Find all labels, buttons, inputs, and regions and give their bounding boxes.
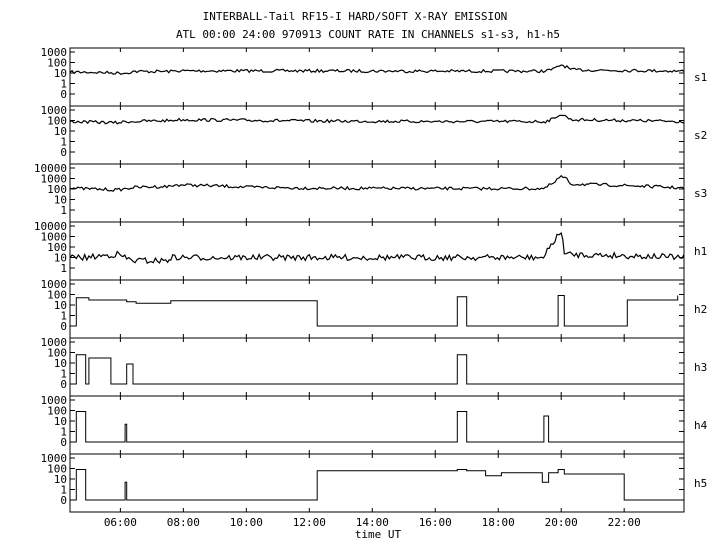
y-tick-label: 10 — [54, 473, 67, 486]
y-tick-label: 1000 — [41, 173, 68, 186]
y-tick-label: 0 — [60, 436, 67, 449]
panel-frame — [69, 337, 685, 397]
panel-frame — [69, 395, 685, 455]
y-tick-label: 100 — [47, 463, 67, 476]
panel-frame — [69, 47, 685, 107]
x-tick-label: 16:00 — [419, 516, 452, 529]
channel-label-s2: s2 — [694, 129, 707, 142]
y-tick-label: 10 — [54, 299, 67, 312]
channel-label-s1: s1 — [694, 71, 707, 84]
x-tick-label: 18:00 — [482, 516, 515, 529]
x-tick-label: 06:00 — [104, 516, 137, 529]
channel-label-h2: h2 — [694, 303, 707, 316]
y-tick-label: 10 — [54, 252, 67, 265]
series-line-h5 — [70, 469, 684, 501]
x-tick-label: 08:00 — [167, 516, 200, 529]
series-line-h2 — [70, 295, 679, 327]
x-axis-label: time UT — [355, 528, 402, 541]
panels: 10001001010s110001001010s210000100010010… — [34, 46, 708, 529]
y-tick-label: 100 — [47, 347, 67, 360]
y-tick-label: 0 — [60, 320, 67, 333]
y-tick-label: 100 — [47, 57, 67, 70]
channel-label-h1: h1 — [694, 245, 707, 258]
chart-title: INTERBALL-Tail RF15-I HARD/SOFT X-RAY EM… — [203, 10, 508, 23]
y-tick-label: 1 — [60, 204, 67, 217]
y-tick-label: 100 — [47, 115, 67, 128]
panel-frame — [69, 279, 685, 339]
panel-frame — [69, 105, 685, 165]
y-tick-label: 1 — [60, 310, 67, 323]
y-tick-label: 1000 — [41, 452, 68, 465]
y-tick-label: 10 — [54, 125, 67, 138]
y-tick-label: 1 — [60, 262, 67, 275]
series-line-h1 — [69, 231, 685, 265]
y-tick-label: 100 — [47, 405, 67, 418]
panel-frame — [69, 221, 685, 281]
y-tick-label: 1000 — [41, 278, 68, 291]
series-line-s2 — [69, 114, 685, 125]
channel-label-h5: h5 — [694, 477, 707, 490]
y-tick-label: 1 — [60, 426, 67, 439]
panel-frame — [69, 163, 685, 223]
y-tick-label: 1000 — [41, 46, 68, 59]
y-tick-label: 10 — [54, 194, 67, 207]
x-tick-label: 12:00 — [293, 516, 326, 529]
y-tick-label: 1000 — [41, 231, 68, 244]
series-line-h4 — [70, 411, 684, 443]
y-tick-label: 1 — [60, 78, 67, 91]
y-tick-label: 100 — [47, 241, 67, 254]
channel-label-s3: s3 — [694, 187, 707, 200]
y-tick-label: 100 — [47, 289, 67, 302]
y-tick-label: 1 — [60, 484, 67, 497]
series-line-h3 — [70, 354, 684, 385]
series-line-s1 — [69, 64, 685, 75]
y-tick-label: 0 — [60, 494, 67, 507]
y-tick-label: 0 — [60, 146, 67, 159]
channel-label-h4: h4 — [694, 419, 708, 432]
y-tick-label: 100 — [47, 183, 67, 196]
y-tick-label: 1 — [60, 368, 67, 381]
y-tick-label: 0 — [60, 88, 67, 101]
channel-label-h3: h3 — [694, 361, 707, 374]
y-tick-label: 1000 — [41, 394, 68, 407]
y-tick-label: 10 — [54, 357, 67, 370]
y-tick-label: 0 — [60, 378, 67, 391]
chart-subtitle: ATL 00:00 24:00 970913 COUNT RATE IN CHA… — [176, 28, 560, 41]
panel-frame — [69, 453, 685, 513]
x-tick-label: 10:00 — [230, 516, 263, 529]
x-tick-label: 20:00 — [545, 516, 578, 529]
y-tick-label: 10 — [54, 67, 67, 80]
y-tick-label: 1 — [60, 136, 67, 149]
x-tick-label: 14:00 — [356, 516, 389, 529]
y-tick-label: 10000 — [34, 220, 67, 233]
y-tick-label: 1000 — [41, 336, 68, 349]
y-tick-label: 10 — [54, 415, 67, 428]
x-tick-label: 22:00 — [608, 516, 641, 529]
y-tick-label: 1000 — [41, 104, 68, 117]
series-line-s3 — [69, 174, 685, 192]
y-tick-label: 10000 — [34, 162, 67, 175]
